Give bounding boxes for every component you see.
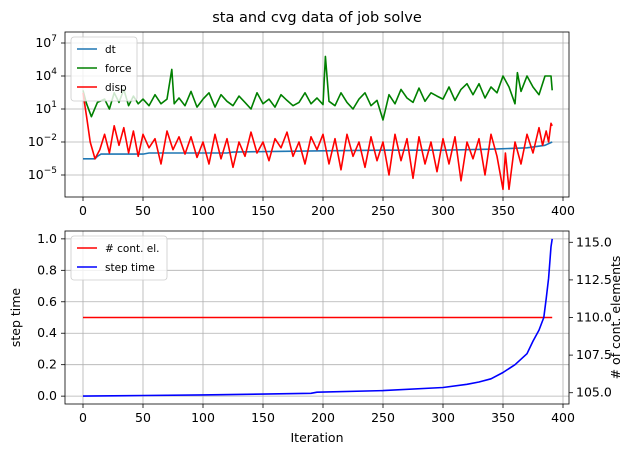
bottom-y-tick-label: 0.2 bbox=[37, 357, 57, 372]
bottom-x-tick-label: 0 bbox=[79, 410, 87, 425]
top-x-tick-label: 0 bbox=[79, 203, 87, 218]
legend-label-disp: disp bbox=[105, 82, 127, 94]
bottom-y-tick-label: 0.4 bbox=[37, 325, 57, 340]
top-axes-frame bbox=[64, 31, 570, 198]
top-series bbox=[82, 55, 553, 191]
bottom-y2-tick-label: 115.0 bbox=[576, 234, 612, 249]
top-x-tick-label: 50 bbox=[135, 203, 151, 218]
bottom-y-tick-label: 0.0 bbox=[37, 388, 57, 403]
top-y-tick-label: 10−2 bbox=[28, 133, 57, 149]
bottom-y-tick-label: 0.8 bbox=[37, 262, 57, 277]
bottom-y2-tick-label: 107.5 bbox=[576, 347, 612, 362]
top-y-tick-label: 104 bbox=[35, 67, 57, 83]
series-line-step-time bbox=[82, 238, 553, 397]
top-gridlines bbox=[65, 32, 569, 197]
bottom-x-tick-label: 100 bbox=[191, 410, 215, 425]
legend-label-force: force bbox=[105, 63, 131, 75]
bottom-legend: # cont. el. step time bbox=[70, 235, 168, 281]
bottom-y2-tick-label: 105.0 bbox=[576, 385, 612, 400]
top-x-tick-label: 150 bbox=[251, 203, 275, 218]
bottom-series bbox=[82, 238, 553, 397]
x-axis-label: Iteration bbox=[290, 430, 343, 445]
top-x-tick-label: 250 bbox=[371, 203, 395, 218]
top-x-tick-label: 350 bbox=[491, 203, 515, 218]
y-axis-label-left: step time bbox=[8, 288, 23, 348]
legend-box bbox=[70, 235, 168, 281]
top-ticks: 0 50 100 150 200 250 300 350 400 10−5 10−2 101 104 10… bbox=[28, 34, 575, 218]
legend-label-step-time: step time bbox=[105, 262, 155, 274]
bottom-axes: 0 50 100 150 200 250 300 350 400 0.0 0.2 0.4 0.6 0.8 1… bbox=[8, 230, 623, 445]
top-legend: dt force disp bbox=[70, 36, 138, 102]
top-y-tick-label: 10−5 bbox=[28, 166, 57, 182]
bottom-x-tick-label: 250 bbox=[371, 410, 395, 425]
series-line-dt bbox=[83, 141, 553, 160]
top-y-tick-label: 101 bbox=[35, 100, 57, 116]
bottom-y2-tick-label: 110.0 bbox=[576, 310, 612, 325]
top-y-tick-label: 107 bbox=[35, 34, 57, 50]
legend-box bbox=[70, 36, 138, 102]
bottom-x-tick-label: 400 bbox=[551, 410, 575, 425]
legend-label-cont-el: # cont. el. bbox=[105, 243, 160, 255]
bottom-y-tick-label: 0.6 bbox=[37, 294, 57, 309]
bottom-x-tick-label: 150 bbox=[251, 410, 275, 425]
top-x-tick-label: 300 bbox=[431, 203, 455, 218]
y-axis-label-right: # of cont. elements bbox=[608, 256, 623, 380]
bottom-x-tick-label: 50 bbox=[135, 410, 151, 425]
series-line-force bbox=[82, 55, 553, 121]
legend-label-dt: dt bbox=[105, 44, 116, 56]
bottom-x-tick-label: 300 bbox=[431, 410, 455, 425]
bottom-y-tick-label: 1.0 bbox=[37, 231, 57, 246]
series-line-disp bbox=[82, 92, 553, 191]
top-x-tick-label: 400 bbox=[551, 203, 575, 218]
bottom-ticks: 0 50 100 150 200 250 300 350 400 0.0 0.2 0.4 0.6 0.8 1… bbox=[37, 231, 612, 425]
bottom-x-tick-label: 200 bbox=[311, 410, 335, 425]
top-x-tick-label: 200 bbox=[311, 203, 335, 218]
bottom-x-tick-label: 350 bbox=[491, 410, 515, 425]
chart-title: sta and cvg data of job solve bbox=[212, 10, 422, 26]
bottom-y2-tick-label: 112.5 bbox=[576, 272, 612, 287]
top-x-tick-label: 100 bbox=[191, 203, 215, 218]
top-axes: 0 50 100 150 200 250 300 350 400 10−5 10−2 101 104 10… bbox=[28, 10, 575, 218]
